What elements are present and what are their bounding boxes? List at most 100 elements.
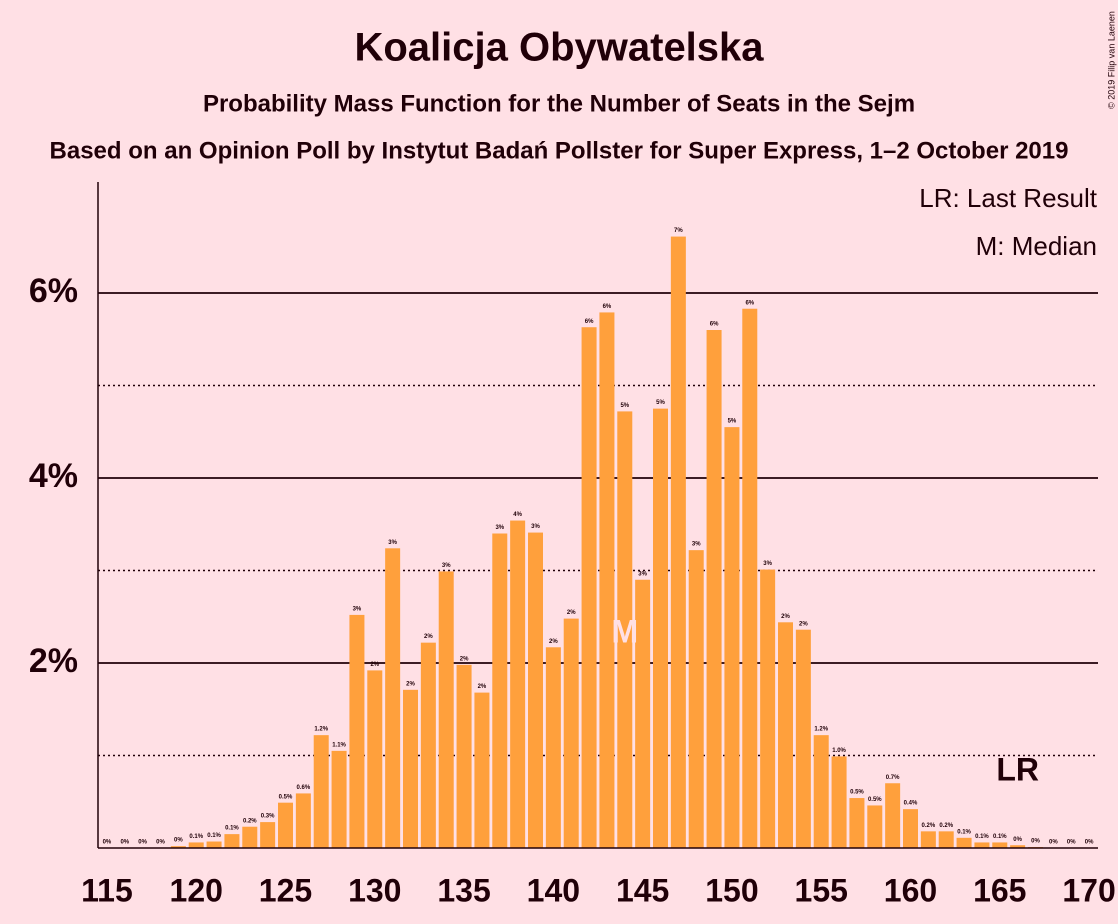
- value-label: 0%: [1013, 837, 1022, 843]
- bar: [349, 614, 365, 848]
- value-label: 0.1%: [993, 834, 1007, 840]
- value-label: 3%: [388, 540, 397, 546]
- x-tick-label: 120: [170, 872, 223, 908]
- value-label: 0.1%: [975, 834, 989, 840]
- value-label: 0.5%: [868, 797, 882, 803]
- x-tick-label: 155: [795, 872, 848, 908]
- bar: [670, 236, 686, 848]
- copyright: © 2019 Filip van Laenen: [1106, 11, 1116, 109]
- bar: [903, 809, 918, 848]
- x-tick-label: 115: [81, 872, 133, 908]
- bar: [795, 629, 811, 848]
- bar: [474, 692, 490, 848]
- value-label: 0%: [1049, 840, 1058, 846]
- value-label: 3%: [692, 542, 701, 548]
- value-label: 0.4%: [904, 801, 918, 807]
- value-label: 2%: [478, 684, 487, 690]
- bar: [635, 579, 651, 848]
- value-label: 0%: [138, 840, 147, 846]
- value-label: 1.1%: [332, 742, 346, 748]
- value-label: 5%: [620, 403, 629, 409]
- value-label: 0.2%: [922, 823, 936, 829]
- value-label: 0%: [1031, 839, 1040, 845]
- value-label: 0.3%: [261, 814, 275, 820]
- bar: [260, 822, 276, 848]
- value-label: 0%: [156, 840, 165, 846]
- bar: [295, 793, 311, 848]
- y-tick-label: 6%: [29, 272, 78, 310]
- bar: [956, 837, 972, 848]
- bar: [492, 533, 508, 848]
- x-tick-label: 170: [1062, 872, 1115, 908]
- bar: [563, 618, 579, 848]
- value-label: 2%: [567, 610, 576, 616]
- value-label: 0.5%: [279, 794, 293, 800]
- value-label: 0.7%: [886, 775, 900, 781]
- value-label: 1.2%: [314, 727, 328, 733]
- bar: [688, 550, 704, 848]
- bar: [885, 783, 901, 848]
- bar: [706, 330, 722, 848]
- value-label: 0.2%: [243, 818, 257, 824]
- x-tick-label: 135: [437, 872, 490, 908]
- value-label: 3%: [763, 561, 772, 567]
- value-label: 2%: [781, 614, 790, 620]
- bar: [528, 532, 543, 848]
- value-label: 0%: [1085, 840, 1094, 846]
- bar: [867, 805, 883, 848]
- y-tick-label: 2%: [29, 642, 78, 680]
- value-label: 2%: [424, 634, 433, 640]
- value-label: 6%: [585, 319, 594, 325]
- bar: [920, 831, 936, 848]
- value-label: 0.1%: [957, 829, 971, 835]
- bar: [438, 571, 454, 848]
- bar: [849, 798, 865, 848]
- bar: [581, 327, 597, 849]
- legend-note: LR: Last Result: [919, 183, 1098, 213]
- value-label: 0%: [1067, 840, 1076, 846]
- bar: [313, 735, 329, 848]
- value-label: 0.2%: [939, 823, 953, 829]
- bar: [510, 520, 526, 848]
- bar: [545, 647, 561, 848]
- bar: [403, 689, 418, 848]
- value-label: 0.1%: [207, 833, 221, 839]
- bar: [617, 411, 633, 848]
- chart-subtitle: Based on an Opinion Poll by Instytut Bad…: [50, 137, 1069, 164]
- bar: [992, 842, 1008, 848]
- bar: [938, 831, 954, 848]
- value-label: 0%: [103, 840, 112, 846]
- bar: [599, 312, 615, 848]
- bar: [224, 834, 240, 848]
- x-tick-label: 160: [884, 872, 937, 908]
- value-label: 7%: [674, 228, 683, 234]
- value-label: 6%: [603, 304, 612, 310]
- median-marker: M: [611, 613, 638, 649]
- value-label: 6%: [710, 322, 719, 328]
- value-label: 2%: [406, 681, 415, 687]
- bar: [974, 842, 990, 848]
- value-label: 0%: [174, 838, 183, 844]
- value-label: 4%: [513, 512, 522, 518]
- bar: [456, 664, 472, 848]
- y-tick-label: 4%: [29, 457, 78, 495]
- value-label: 3%: [442, 563, 451, 569]
- bar: [653, 408, 668, 848]
- x-tick-label: 130: [348, 872, 401, 908]
- value-label: 3%: [638, 571, 647, 577]
- value-label: 0.6%: [297, 785, 311, 791]
- bar: [242, 826, 258, 848]
- value-label: 3%: [495, 525, 504, 531]
- value-label: 0.5%: [850, 790, 864, 796]
- value-label: 2%: [549, 639, 558, 645]
- value-label: 0.1%: [189, 834, 203, 840]
- bar: [385, 548, 401, 848]
- value-label: 5%: [656, 400, 665, 406]
- bar: [170, 846, 186, 848]
- bar: [724, 427, 740, 848]
- bar: [367, 670, 383, 848]
- value-label: 3%: [353, 606, 362, 612]
- bar: [206, 841, 222, 848]
